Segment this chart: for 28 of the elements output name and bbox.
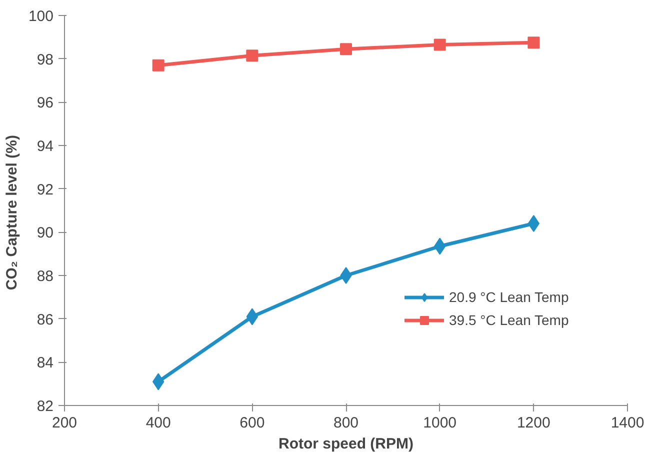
x-tick-label: 200 — [52, 414, 78, 432]
point — [152, 59, 164, 72]
x-tick-label: 600 — [240, 414, 265, 432]
legend-label: 39.5 °C Lean Temp — [449, 312, 570, 328]
x-axis-title: Rotor speed (RPM) — [278, 436, 414, 452]
y-tick-label: 94 — [36, 138, 54, 155]
x-tick-label: 1000 — [423, 414, 457, 432]
y-tick-label: 90 — [36, 224, 54, 242]
legend-label: 20.9 °C Lean Temp — [449, 289, 570, 305]
y-tick-label: 86 — [36, 311, 54, 328]
x-tick-label: 1400 — [610, 414, 644, 432]
x-tick-label: 800 — [333, 414, 359, 432]
y-tick-label: 98 — [36, 51, 54, 68]
y-tick-label: 96 — [36, 94, 54, 112]
y-tick-label: 82 — [36, 398, 54, 415]
y-tick-label: 100 — [28, 8, 54, 25]
point — [528, 36, 540, 49]
point — [246, 50, 258, 62]
y-tick-label: 84 — [36, 354, 54, 372]
x-tick-label: 1200 — [516, 414, 550, 432]
y-axis-title: CO₂ Capture level (%) — [3, 135, 20, 290]
point — [340, 43, 352, 56]
point — [340, 267, 352, 284]
y-tick-label: 92 — [36, 181, 54, 198]
point — [434, 38, 446, 51]
point — [528, 215, 540, 232]
x-tick-label: 400 — [146, 414, 171, 432]
y-tick-label: 88 — [36, 268, 54, 285]
